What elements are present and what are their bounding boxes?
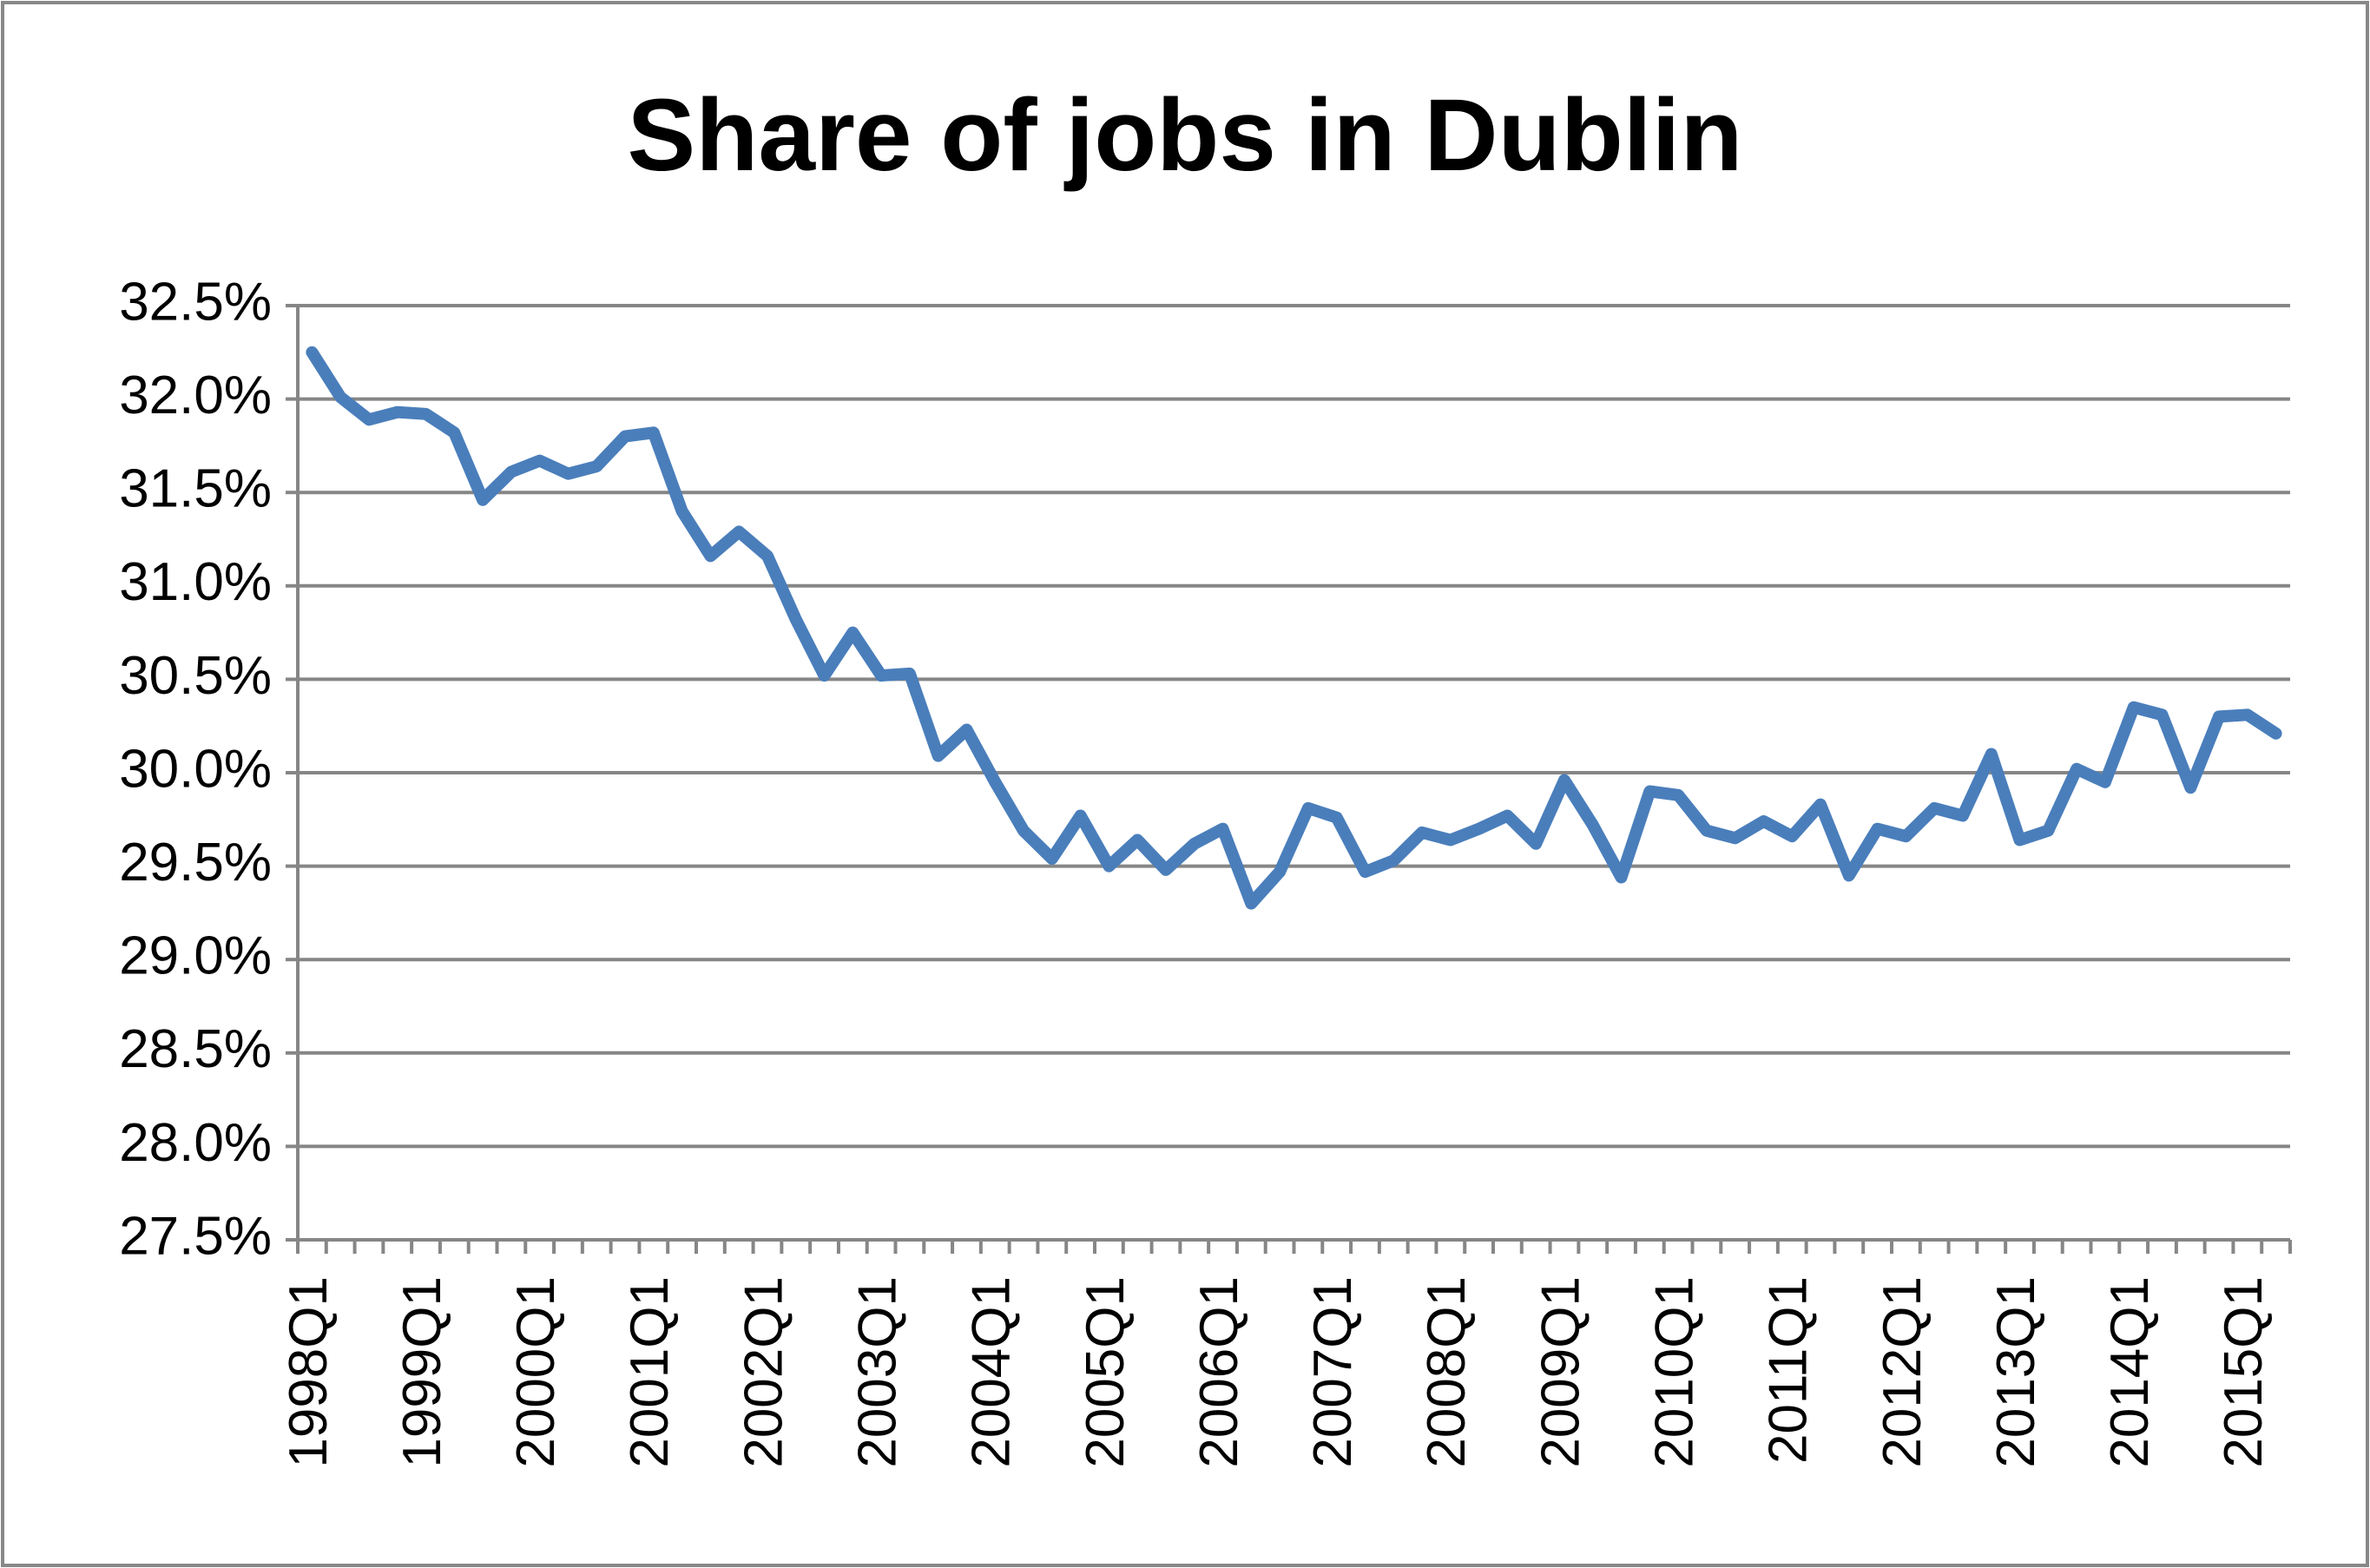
- x-tick-label: 2001Q1: [620, 1276, 680, 1468]
- x-tick-label: 2015Q1: [2214, 1276, 2274, 1468]
- x-tick-label: 1999Q1: [392, 1276, 452, 1468]
- x-tick-label: 2011Q1: [1759, 1276, 1819, 1464]
- x-tick-label: 2012Q1: [1873, 1276, 1932, 1468]
- y-tick-label: 30.0%: [119, 739, 272, 799]
- y-tick-label: 31.5%: [119, 459, 272, 519]
- x-tick-label: 2003Q1: [847, 1276, 907, 1468]
- x-tick-label: 2005Q1: [1076, 1276, 1136, 1468]
- x-tick-label: 2000Q1: [506, 1276, 566, 1468]
- x-tick-label: 2002Q1: [734, 1276, 793, 1468]
- x-tick-label: 2004Q1: [962, 1276, 1022, 1468]
- y-tick-label: 28.5%: [119, 1019, 272, 1079]
- x-tick-label: 2014Q1: [2100, 1276, 2160, 1468]
- data-line: [306, 346, 2282, 910]
- y-tick-label: 32.0%: [119, 366, 272, 425]
- x-tick-label: 2009Q1: [1531, 1276, 1590, 1468]
- y-tick-label: 27.5%: [119, 1206, 272, 1266]
- y-tick-label: 32.5%: [119, 272, 272, 332]
- x-tick-label: 2013Q1: [1986, 1276, 2046, 1468]
- x-tick-label: 1998Q1: [279, 1276, 339, 1468]
- x-tick-label: 2006Q1: [1189, 1276, 1249, 1468]
- chart-title: Share of jobs in Dublin: [628, 78, 1743, 193]
- y-tick-label: 29.5%: [119, 833, 272, 893]
- x-tick-label: 2010Q1: [1644, 1276, 1704, 1468]
- y-tick-label: 29.0%: [119, 926, 272, 986]
- y-tick-label: 31.0%: [119, 552, 272, 612]
- x-tick-label: 2007Q1: [1303, 1276, 1363, 1468]
- x-tick-label: 2008Q1: [1417, 1276, 1477, 1468]
- y-tick-label: 28.0%: [119, 1113, 272, 1173]
- y-tick-label: 30.5%: [119, 646, 272, 706]
